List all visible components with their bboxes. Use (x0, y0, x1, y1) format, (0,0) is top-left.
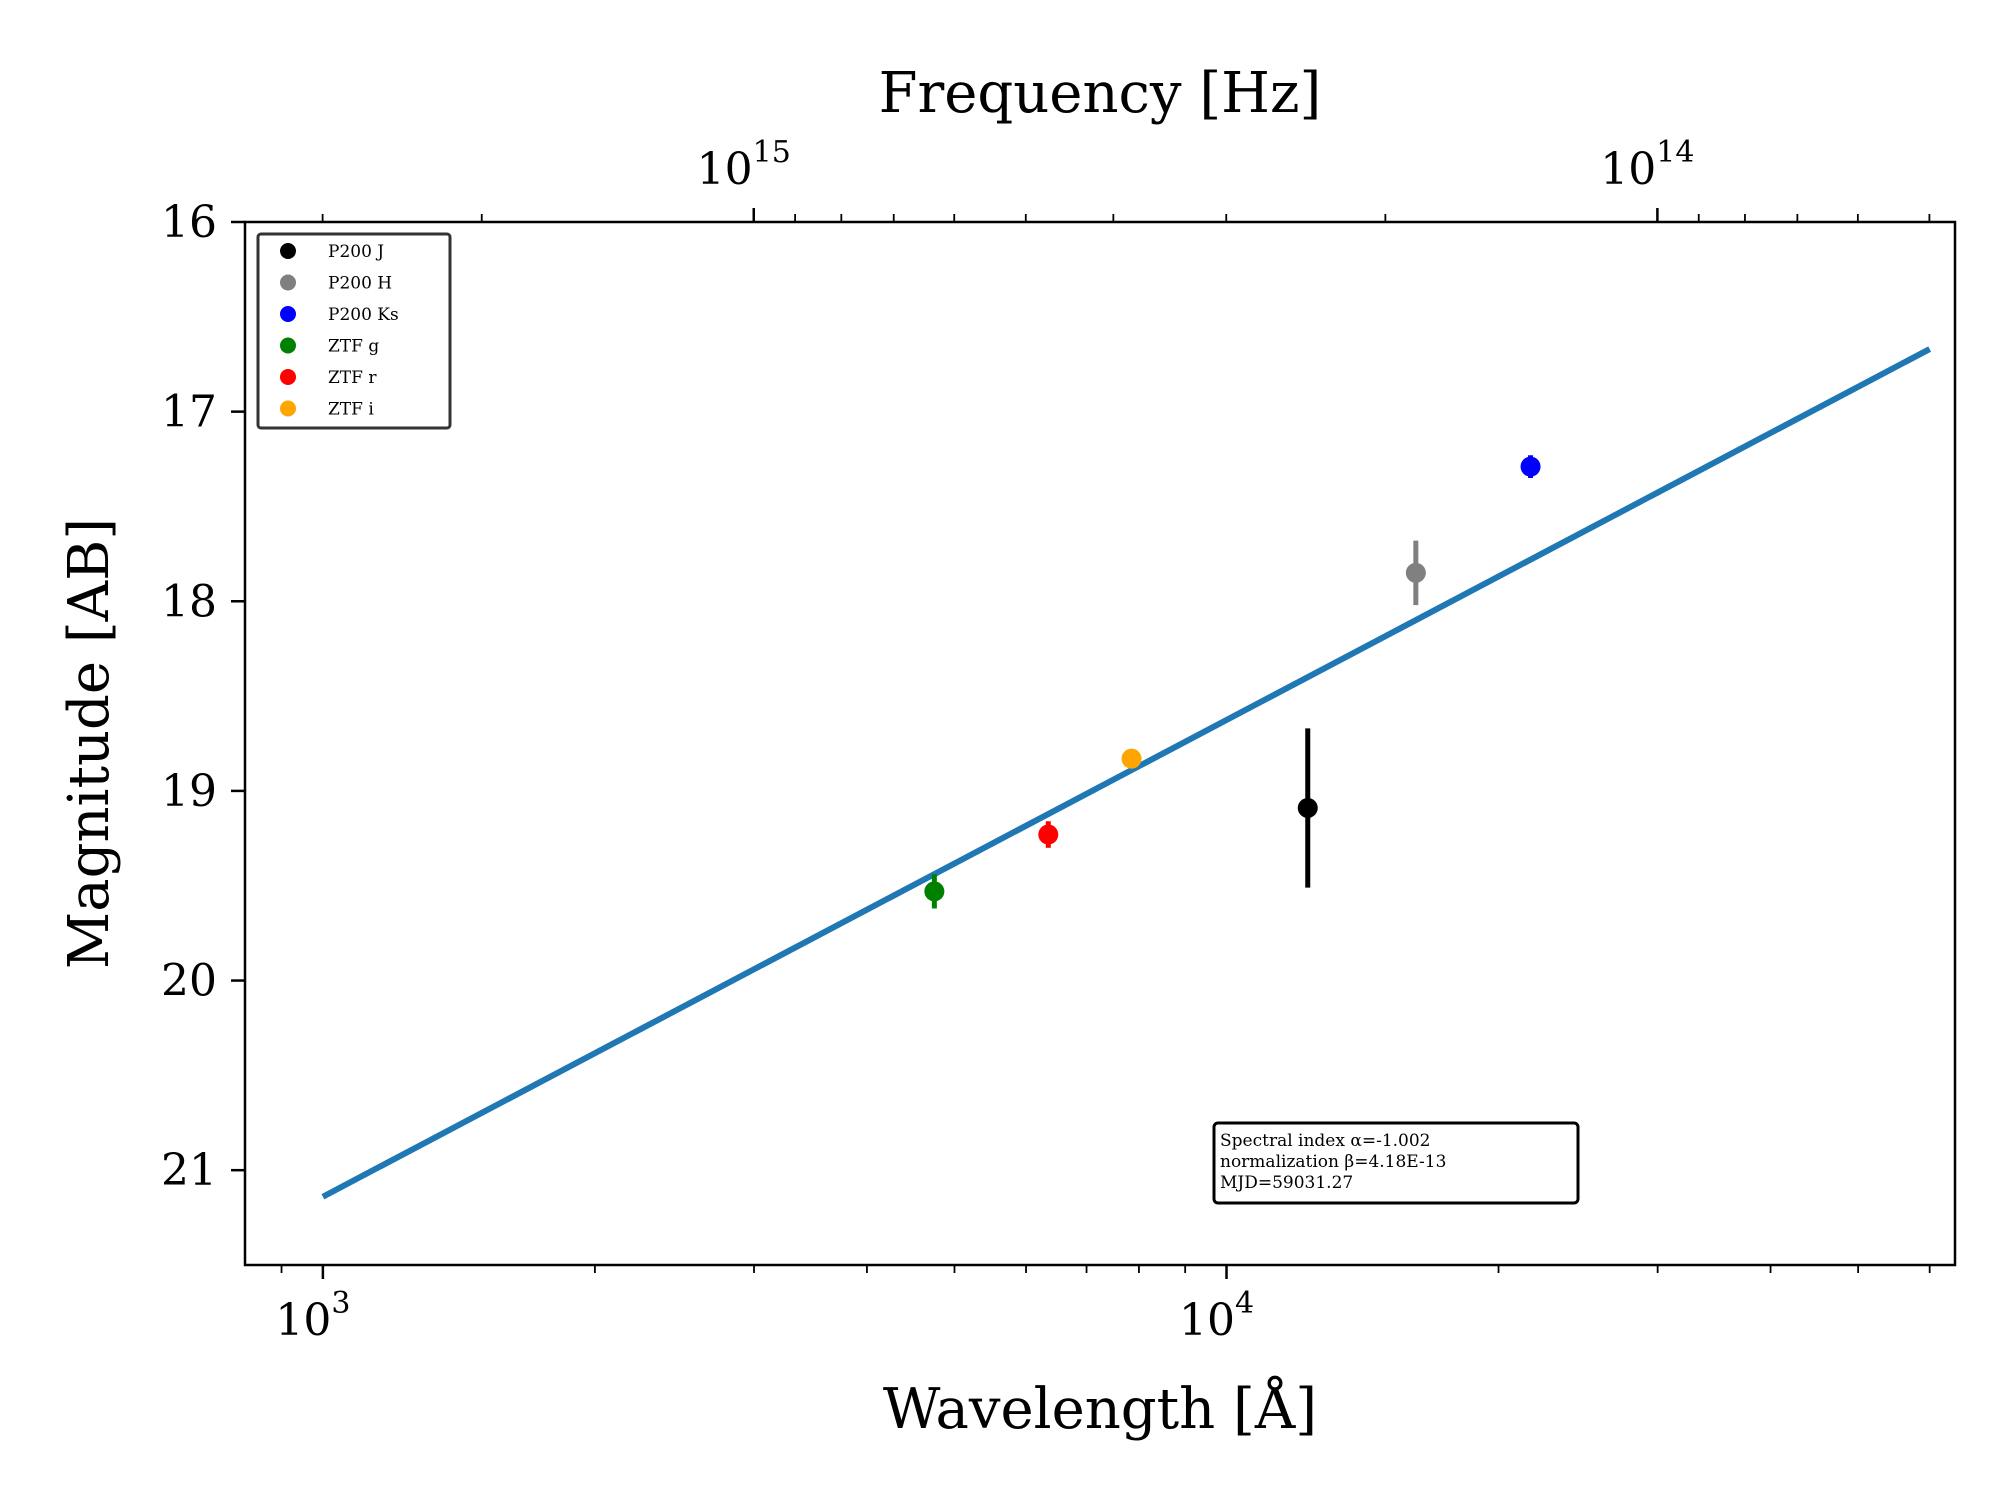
y-tick-label: 17 (161, 387, 217, 438)
annotation-line: normalization β=4.18E-13 (1220, 1152, 1446, 1172)
data-point (1520, 456, 1541, 477)
data-point (1038, 824, 1059, 845)
x-axis-title: Wavelength [Å] (883, 1375, 1317, 1442)
annotation-frame (1212, 1121, 1580, 1205)
legend-marker (280, 243, 296, 259)
legend: P200 J P200 H P200 Ks ZTF g ZTF r ZTF i (256, 232, 452, 430)
legend-label: P200 H (328, 274, 392, 294)
data-point (1297, 797, 1318, 818)
legend-marker (280, 306, 296, 322)
y-tick-label: 16 (161, 197, 217, 248)
x-tick-label: 103 (275, 1286, 350, 1346)
x-tick-exponent: 3 (331, 1286, 350, 1321)
plot-frame (243, 220, 1957, 1267)
y-tick-label: 21 (161, 1145, 217, 1196)
y-tick-label: 18 (161, 576, 217, 627)
fit-line (321, 346, 1932, 1200)
legend-label: ZTF i (328, 400, 374, 420)
top-tick-exponent: 15 (753, 135, 791, 170)
legend-label: ZTF g (328, 337, 379, 357)
y-axis-title: Magnitude [AB] (57, 518, 122, 969)
legend-marker (280, 337, 296, 354)
data-point (1405, 562, 1426, 583)
top-tick-exponent: 14 (1656, 135, 1694, 170)
data-point (924, 881, 945, 902)
data-point (1121, 748, 1142, 769)
legend-label: ZTF r (328, 368, 377, 388)
x-tick-label: 104 (1179, 1286, 1254, 1346)
annotation-line: Spectral index α=-1.002 (1220, 1131, 1431, 1151)
y-tick-label: 20 (161, 956, 217, 1007)
legend-label: P200 J (328, 242, 384, 262)
y-tick-label: 19 (161, 766, 217, 817)
legend-marker (280, 400, 296, 417)
legend-marker (280, 369, 296, 385)
annotation-line: MJD=59031.27 (1220, 1173, 1353, 1193)
legend-box (256, 232, 452, 430)
top-x-axis-title: Frequency [Hz] (879, 61, 1322, 126)
legend-label: P200 Ks (328, 305, 399, 325)
legend-marker (280, 274, 296, 291)
x-tick-exponent: 4 (1235, 1286, 1254, 1321)
plot-area (321, 346, 1932, 1200)
